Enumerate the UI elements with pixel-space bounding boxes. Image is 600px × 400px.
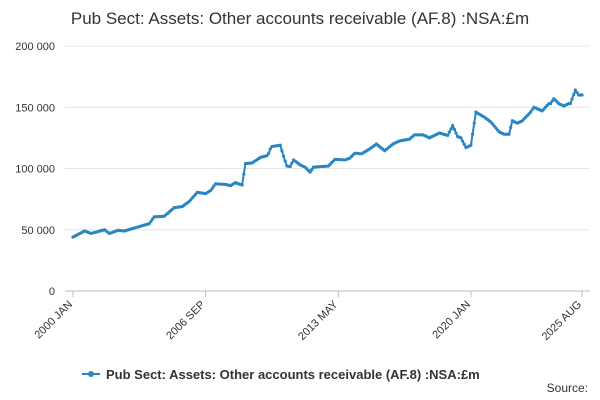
point [281, 154, 286, 158]
point [462, 142, 466, 146]
point [149, 219, 153, 224]
y-tick-label: 200 000 [15, 41, 55, 53]
point [573, 88, 577, 92]
point [452, 127, 456, 131]
point [572, 93, 576, 97]
point [147, 222, 151, 226]
legend-label: Pub Sect: Assets: Other accounts receiva… [106, 367, 480, 382]
series-line [72, 87, 582, 238]
point [548, 101, 553, 106]
point [530, 108, 534, 112]
x-tick-label: 2013 MAY [296, 298, 341, 343]
y-tick-label: 100 000 [15, 164, 55, 176]
chart-title: Pub Sect: Assets: Other accounts receiva… [71, 9, 529, 28]
y-tick-label: 150 000 [15, 102, 55, 114]
point [242, 172, 246, 176]
point [449, 127, 453, 131]
legend-marker [88, 371, 94, 377]
point [529, 110, 533, 114]
point [278, 143, 282, 147]
point [469, 143, 473, 147]
point [507, 132, 511, 136]
point [472, 121, 476, 125]
point [509, 125, 513, 130]
x-tick-label: 2020 JAN [430, 299, 473, 342]
point [150, 217, 155, 221]
point [447, 130, 451, 134]
x-tick-label: 2000 JAN [32, 299, 75, 342]
source: Source: [547, 381, 588, 395]
point [570, 97, 574, 101]
y-tick-label: 50 000 [21, 225, 55, 237]
point [461, 139, 465, 143]
point [210, 186, 214, 190]
point [451, 124, 455, 128]
point [470, 132, 475, 136]
point [446, 133, 450, 138]
point [283, 159, 287, 163]
point [265, 154, 269, 158]
point [267, 151, 271, 156]
point [310, 168, 314, 172]
point [280, 149, 284, 153]
y-tick-label: 0 [49, 286, 55, 298]
point [550, 99, 554, 103]
point [288, 165, 292, 169]
point [459, 136, 463, 140]
point [575, 90, 579, 95]
point [240, 183, 244, 187]
point [308, 170, 312, 174]
point [580, 93, 584, 97]
point [268, 147, 272, 151]
point [290, 161, 294, 165]
x-tick-label: 2006 SEP [164, 299, 208, 343]
point [212, 184, 216, 188]
point [568, 101, 572, 106]
point [209, 188, 213, 193]
x-tick-label: 2025 AUG [540, 299, 584, 343]
point [454, 131, 458, 135]
